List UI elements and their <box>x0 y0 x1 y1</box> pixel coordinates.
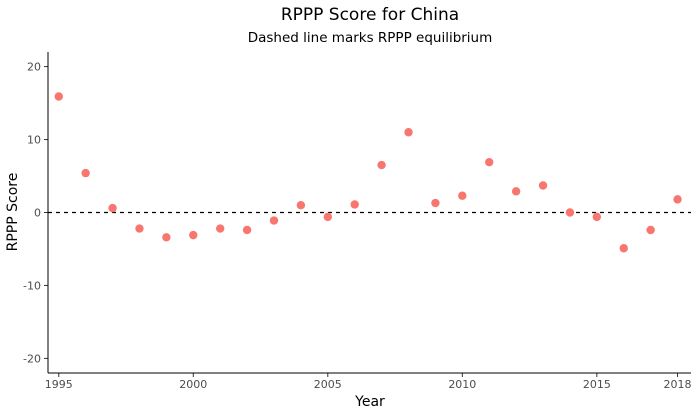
chart-subtitle: Dashed line marks RPPP equilibrium <box>248 30 493 46</box>
y-tick-label: 10 <box>27 134 41 147</box>
data-point <box>565 208 575 217</box>
chart-title: RPPP Score for China <box>281 5 459 25</box>
data-point <box>350 200 359 209</box>
data-point <box>431 198 440 208</box>
data-point <box>592 212 602 222</box>
data-point <box>404 128 413 137</box>
data-point <box>81 168 90 178</box>
y-tick-label: 0 <box>34 207 41 220</box>
data-point <box>673 195 682 204</box>
data-point <box>189 230 198 240</box>
data-point <box>323 212 332 222</box>
data-point <box>242 225 252 235</box>
data-point <box>458 191 467 200</box>
data-point <box>485 157 494 167</box>
y-tick-label: -20 <box>23 352 41 365</box>
x-tick-label: 2005 <box>314 378 342 391</box>
x-tick-label: 2018 <box>664 378 692 391</box>
y-tick-label: -10 <box>23 279 41 292</box>
x-tick-label: 2010 <box>448 378 476 391</box>
x-tick-label: 2000 <box>179 378 207 391</box>
data-point <box>296 201 306 210</box>
data-point <box>162 233 171 242</box>
x-tick-label: 2015 <box>583 378 611 391</box>
data-point <box>511 187 521 196</box>
y-axis-ticks: 20 10 0 -10 -20 <box>23 61 48 365</box>
data-point <box>619 244 628 253</box>
data-point <box>135 224 144 233</box>
x-tick-label: 1995 <box>45 378 73 391</box>
data-point <box>269 216 279 225</box>
x-axis-title: Year <box>354 394 385 410</box>
x-axis-ticks: 1995 2000 2005 2010 2015 2018 <box>45 373 692 391</box>
data-point <box>215 224 225 233</box>
data-point <box>108 203 117 213</box>
data-point <box>377 160 386 170</box>
data-points <box>54 92 682 253</box>
data-point <box>538 181 548 190</box>
data-point <box>646 225 655 235</box>
y-tick-label: 20 <box>27 61 41 74</box>
y-axis-title: RPPP Score <box>5 173 21 252</box>
data-point <box>54 92 63 101</box>
